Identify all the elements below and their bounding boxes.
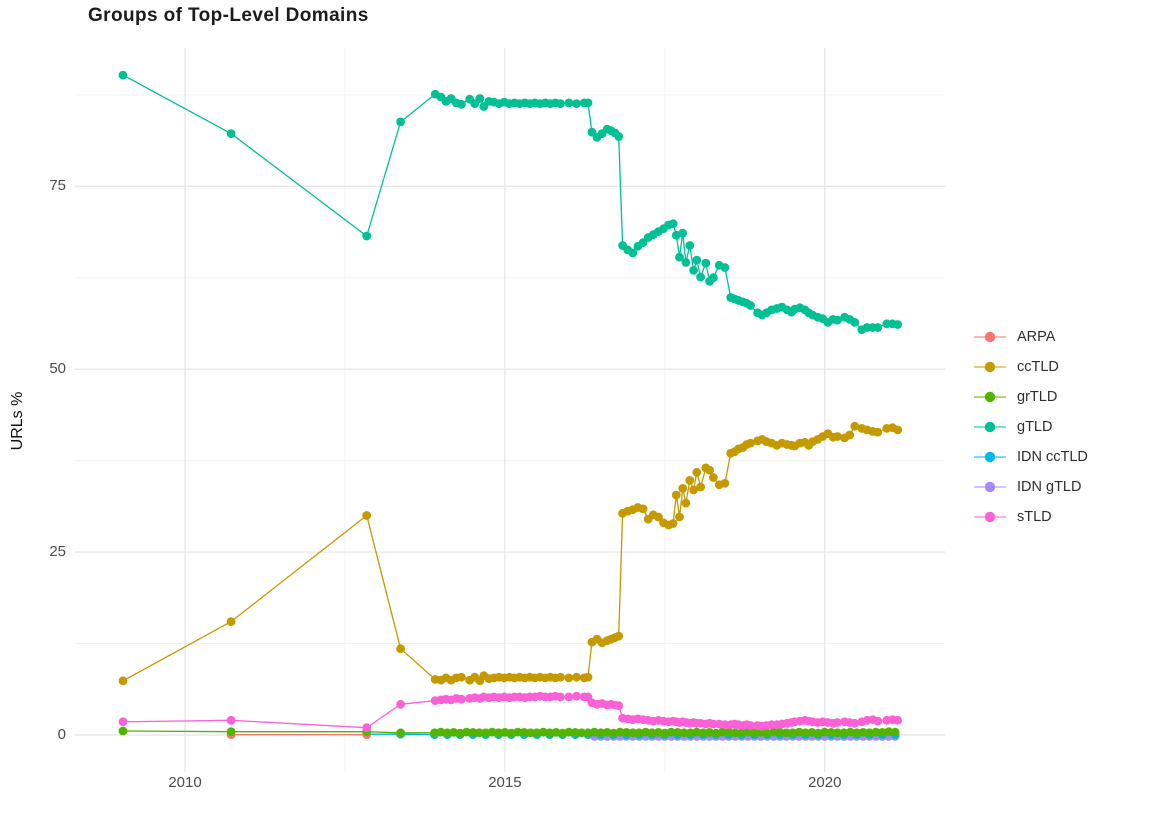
- x-tick-label: 2020: [808, 774, 842, 791]
- y-tick-label: 25: [49, 543, 66, 561]
- legend-item-idn-gtld: IDN gTLD: [973, 472, 1088, 502]
- legend-label: gTLD: [1017, 419, 1053, 435]
- legend-label: IDN gTLD: [1017, 479, 1082, 495]
- legend-item-grtld: grTLD: [973, 382, 1088, 412]
- x-tick-label: 2015: [488, 774, 522, 791]
- y-tick-label: 50: [49, 360, 66, 378]
- y-tick-label: 75: [49, 177, 66, 195]
- legend-label: sTLD: [1017, 509, 1052, 525]
- legend-key-icon: [974, 481, 1006, 493]
- legend-label: grTLD: [1017, 389, 1058, 405]
- legend-item-arpa: ARPA: [973, 322, 1088, 352]
- legend-item-gtld: gTLD: [973, 412, 1088, 442]
- legend-label: ccTLD: [1017, 359, 1059, 375]
- legend-key-icon: [974, 391, 1006, 403]
- legend-key-icon: [974, 421, 1006, 433]
- series-grtld: [118, 726, 900, 738]
- y-axis-title: URLs %: [9, 391, 26, 451]
- gridlines-major: [75, 48, 945, 772]
- x-tick-label: 2010: [168, 774, 202, 791]
- chart-title: Groups of Top-Level Domains: [88, 5, 369, 26]
- legend-label: ARPA: [1017, 329, 1056, 345]
- legend-key-icon: [974, 361, 1006, 373]
- legend-label: IDN ccTLD: [1017, 449, 1088, 465]
- legend-key-icon: [974, 451, 1006, 463]
- gridlines-minor: [75, 48, 945, 772]
- legend-item-stld: sTLD: [973, 502, 1088, 532]
- series-gtld: [118, 70, 903, 335]
- legend-key-icon: [974, 331, 1006, 343]
- y-tick-label: 0: [57, 725, 66, 743]
- series-cctld: [118, 421, 903, 686]
- legend-item-cctld: ccTLD: [973, 352, 1088, 382]
- legend: ARPA ccTLD grTLD gTLD IDN ccTLD IDN gTLD sTLD: [973, 322, 1088, 532]
- legend-item-idn-cctld: IDN ccTLD: [973, 442, 1088, 472]
- series-stld: [118, 691, 903, 733]
- legend-key-icon: [974, 511, 1006, 523]
